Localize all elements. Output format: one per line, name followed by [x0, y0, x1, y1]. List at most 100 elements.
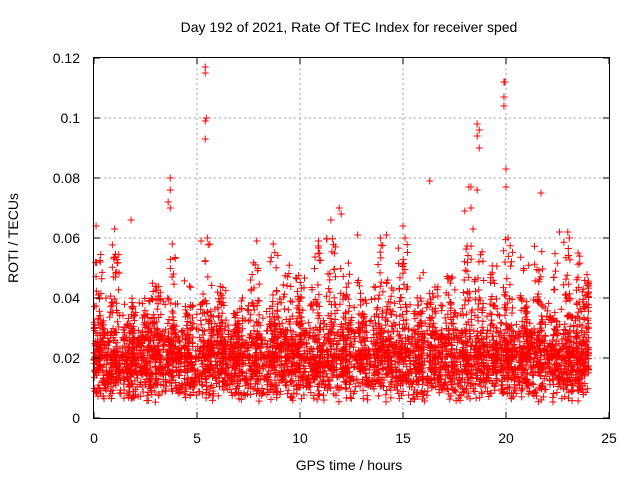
data-point	[363, 392, 371, 400]
data-point	[337, 210, 345, 218]
data-point	[404, 335, 412, 343]
data-point	[584, 288, 592, 296]
data-point	[468, 338, 476, 346]
data-point	[360, 310, 368, 318]
data-point	[454, 381, 462, 389]
data-point	[504, 355, 512, 363]
data-point	[145, 342, 153, 350]
data-point	[578, 322, 586, 330]
data-point	[446, 298, 454, 306]
data-point	[346, 394, 354, 402]
data-point	[563, 348, 571, 356]
data-point	[152, 349, 160, 357]
data-point	[199, 360, 207, 368]
data-point	[166, 186, 174, 194]
data-point	[106, 313, 114, 321]
data-point	[108, 309, 116, 317]
data-point	[395, 374, 403, 382]
data-point	[436, 364, 444, 372]
data-point	[222, 287, 230, 295]
data-point	[100, 395, 108, 403]
data-point	[135, 299, 143, 307]
data-point	[553, 323, 561, 331]
data-point	[416, 345, 424, 353]
data-point	[517, 253, 525, 261]
data-point	[276, 325, 284, 333]
data-point	[323, 292, 331, 300]
data-point	[462, 362, 470, 370]
data-point	[270, 352, 278, 360]
data-point	[188, 302, 196, 310]
data-point	[314, 281, 322, 289]
data-point	[155, 292, 163, 300]
data-point	[579, 285, 587, 293]
data-point	[273, 313, 281, 321]
data-point	[138, 300, 146, 308]
data-point	[504, 349, 512, 357]
data-point	[411, 360, 419, 368]
data-point	[428, 330, 436, 338]
data-point	[344, 321, 352, 329]
data-point	[426, 289, 434, 297]
data-point	[448, 368, 456, 376]
data-point	[427, 331, 435, 339]
data-point	[271, 320, 279, 328]
data-point	[399, 262, 407, 270]
data-point	[402, 320, 410, 328]
data-point	[567, 313, 575, 321]
data-point	[306, 328, 314, 336]
data-point	[186, 392, 194, 400]
data-point	[561, 291, 569, 299]
data-point	[512, 320, 520, 328]
data-point	[464, 251, 472, 259]
data-point	[121, 300, 129, 308]
data-point	[155, 358, 163, 366]
data-point	[219, 359, 227, 367]
data-point	[339, 272, 347, 280]
data-point	[268, 335, 276, 343]
data-point	[292, 372, 300, 380]
data-point	[267, 357, 275, 365]
data-point	[341, 378, 349, 386]
data-point	[377, 254, 385, 262]
data-point	[398, 261, 406, 269]
data-point	[187, 358, 195, 366]
data-point	[343, 377, 351, 385]
data-point	[252, 359, 260, 367]
data-point	[374, 347, 382, 355]
data-point	[184, 311, 192, 319]
data-point	[582, 355, 590, 363]
data-point	[288, 359, 296, 367]
data-point	[167, 299, 175, 307]
data-point	[282, 336, 290, 344]
data-point	[247, 276, 255, 284]
data-point	[324, 363, 332, 371]
data-point	[464, 378, 472, 386]
data-point	[311, 253, 319, 261]
data-point	[245, 361, 253, 369]
data-point	[287, 332, 295, 340]
data-point	[280, 372, 288, 380]
data-point	[231, 369, 239, 377]
data-point	[479, 306, 487, 314]
data-point	[100, 325, 108, 333]
data-point	[266, 322, 274, 330]
data-point	[434, 336, 442, 344]
data-point	[271, 341, 279, 349]
data-point	[343, 326, 351, 334]
data-point	[300, 347, 308, 355]
data-point	[238, 369, 246, 377]
data-point	[332, 273, 340, 281]
data-point	[399, 325, 407, 333]
data-point	[484, 387, 492, 395]
data-point	[432, 360, 440, 368]
data-point	[235, 395, 243, 403]
data-point	[403, 241, 411, 249]
data-point	[173, 384, 181, 392]
data-point	[172, 342, 180, 350]
data-point	[516, 338, 524, 346]
data-point	[192, 353, 200, 361]
data-point	[546, 376, 554, 384]
data-point	[148, 315, 156, 323]
data-point	[330, 249, 338, 257]
